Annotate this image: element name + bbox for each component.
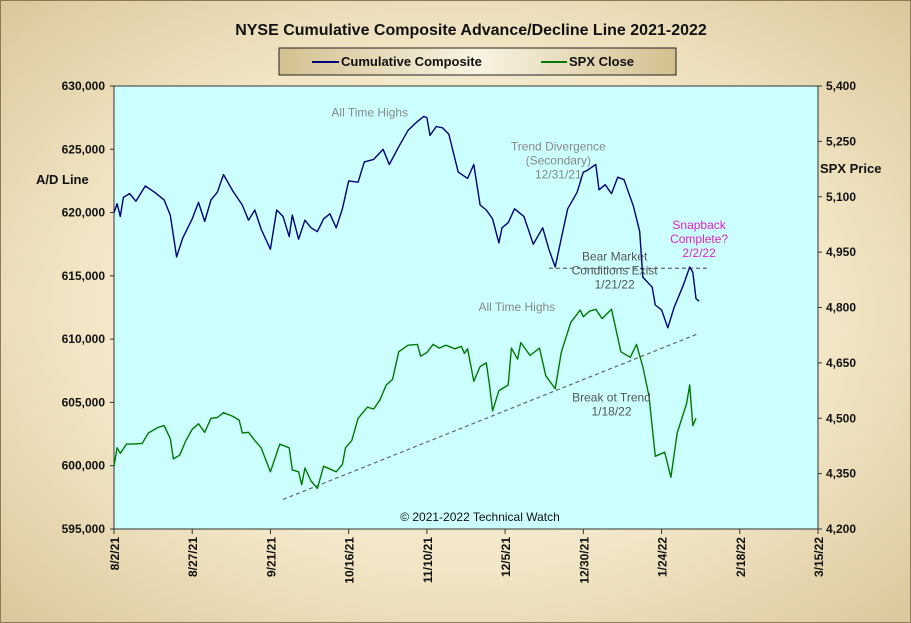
- legend-label-spx-close: SPX Close: [569, 54, 634, 69]
- annotation-line: All Time Highs: [331, 105, 408, 119]
- annotation-line: Complete?: [670, 232, 728, 246]
- y-left-tick-label: 605,000: [62, 395, 106, 409]
- x-tick-label: 9/21/21: [264, 537, 278, 577]
- legend-box: [278, 47, 677, 76]
- y-right-tick-label: 5,250: [826, 134, 856, 148]
- y-left-tick-label: 595,000: [62, 522, 106, 536]
- y-axis-left-title: A/D Line: [36, 172, 89, 187]
- annotation-line: 1/21/22: [595, 278, 635, 292]
- y-left-tick-label: 600,000: [62, 459, 106, 473]
- legend-label-cumulative-composite: Cumulative Composite: [341, 54, 482, 69]
- y-left-tick-label: 625,000: [62, 142, 106, 156]
- annotation-line: Snapback: [672, 218, 726, 232]
- series-line-spx-close: [113, 308, 697, 490]
- y-right-tick-label: 4,500: [826, 411, 856, 425]
- x-tick-label: 8/2/21: [108, 537, 122, 571]
- y-right-tick-label: 5,400: [826, 79, 856, 93]
- x-tick-label: 12/30/21: [577, 537, 591, 584]
- annotation-5: All Time Highs: [478, 300, 555, 314]
- y-right-tick-label: 4,800: [826, 301, 856, 315]
- y-axis-right-title: SPX Price: [820, 161, 881, 176]
- y-right-tick-label: 4,350: [826, 467, 856, 481]
- series-lines: [113, 115, 700, 490]
- x-tick-label: 11/10/21: [421, 537, 435, 583]
- x-tick-label: 8/27/21: [186, 537, 200, 577]
- x-tick-label: 1/24/22: [656, 537, 670, 577]
- annotation-line: 2/2/22: [682, 246, 716, 260]
- y-axis-right: 5,400 5,250 5,100 4,950 4,800 4,650 4,500 4,350…: [818, 79, 856, 536]
- y-right-tick-label: 4,200: [826, 522, 856, 536]
- annotation-4: Bear Market Conditions Exist 1/21/22: [572, 250, 659, 292]
- y-right-tick-label: 4,650: [826, 356, 856, 370]
- annotation-line: (Secondary): [526, 154, 591, 168]
- annotation-line: Break ot Trend: [572, 391, 651, 405]
- annotation-line: Trend Divergence: [511, 140, 606, 154]
- x-tick-label: 2/18/22: [734, 537, 748, 577]
- y-left-tick-label: 630,000: [62, 79, 106, 93]
- annotation-1: All Time Highs: [331, 105, 408, 119]
- y-left-tick-label: 615,000: [62, 269, 106, 283]
- trendline-1: [282, 332, 700, 501]
- annotation-6: Break ot Trend 1/18/22: [572, 391, 651, 419]
- plot-area: [113, 85, 819, 530]
- y-right-tick-label: 5,100: [826, 190, 856, 204]
- annotation-3: Snapback Complete? 2/2/22: [670, 218, 728, 260]
- annotations: All Time Highs Trend Divergence (Secondary…: [331, 105, 728, 418]
- x-tick-label: 3/15/22: [812, 537, 826, 577]
- y-right-tick-label: 4,950: [826, 245, 856, 259]
- legend: Cumulative Composite SPX Close: [278, 47, 677, 76]
- chart-title: NYSE Cumulative Composite Advance/Declin…: [235, 22, 707, 39]
- annotation-line: 1/18/22: [591, 405, 631, 419]
- series-line-cumulative-composite: [113, 115, 700, 329]
- trendlines: [282, 267, 709, 501]
- y-axis-left: 630,000 625,000 620,000 615,000 610,000 605,0…: [62, 79, 114, 536]
- y-left-tick-label: 610,000: [62, 332, 106, 346]
- y-left-tick-label: 620,000: [62, 206, 106, 220]
- annotation-line: Bear Market: [582, 250, 648, 264]
- annotation-line: 12/31/21: [535, 168, 582, 182]
- annotation-line: Conditions Exist: [572, 264, 659, 278]
- x-axis: 8/2/21 8/27/21 9/21/21 10/16/21 11/10/21 12/5…: [108, 529, 826, 584]
- x-tick-label: 12/5/21: [499, 537, 513, 577]
- copyright-text: © 2021-2022 Technical Watch: [400, 510, 560, 524]
- x-tick-label: 10/16/21: [343, 537, 357, 584]
- annotation-line: All Time Highs: [478, 300, 555, 314]
- annotation-2: Trend Divergence (Secondary) 12/31/21: [511, 140, 606, 182]
